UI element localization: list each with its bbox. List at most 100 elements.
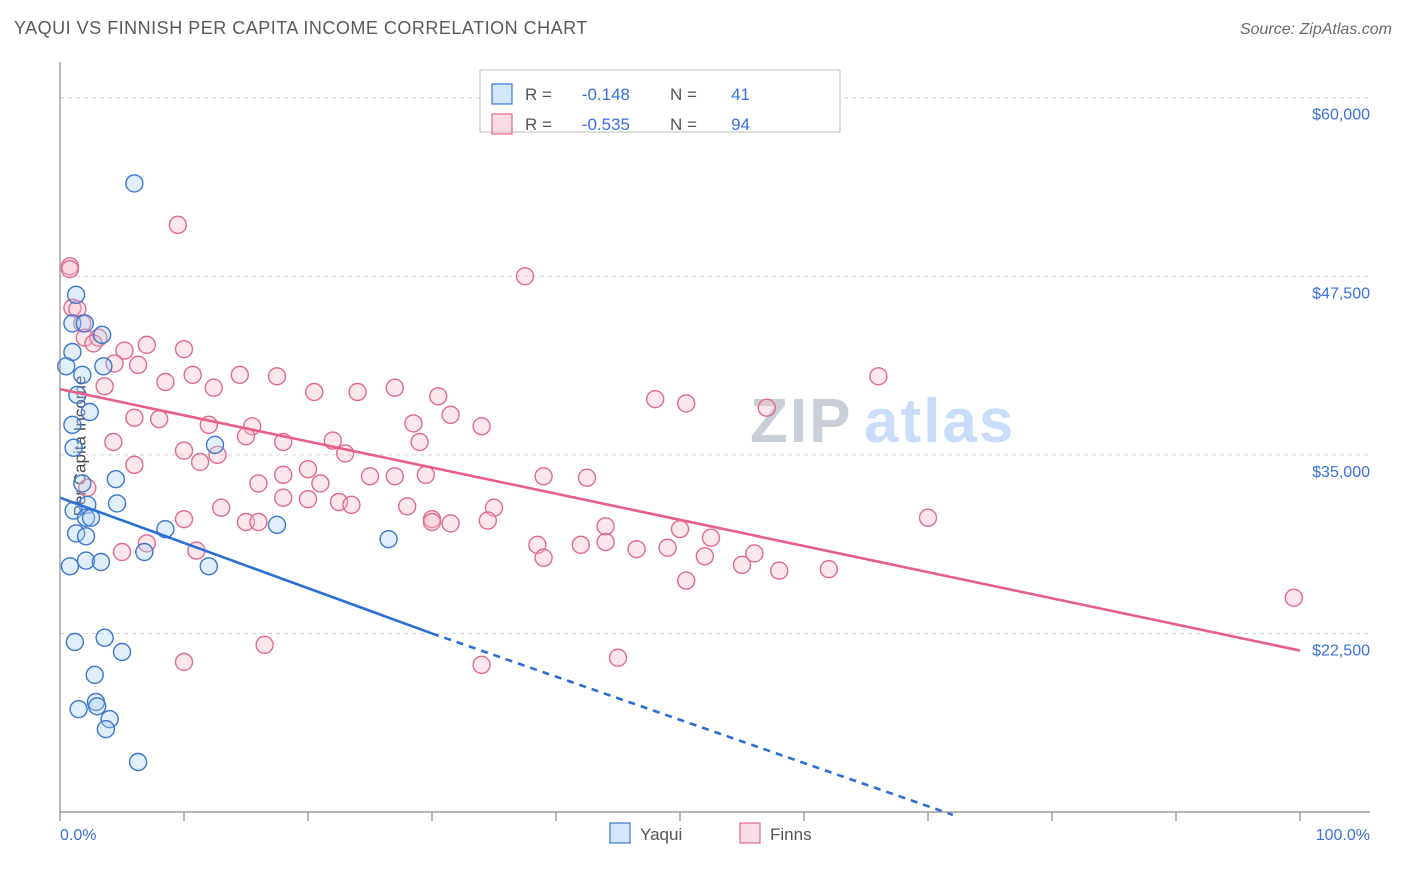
data-point xyxy=(151,411,168,428)
data-point xyxy=(92,554,109,571)
x-tick-label: 100.0% xyxy=(1316,827,1370,844)
legend-r-label: R = xyxy=(525,115,552,134)
data-point xyxy=(424,514,441,531)
data-point xyxy=(136,544,153,561)
data-point xyxy=(89,698,106,715)
data-point xyxy=(61,558,78,575)
data-point xyxy=(97,721,114,738)
data-point xyxy=(380,531,397,548)
data-point xyxy=(231,366,248,383)
data-point xyxy=(200,558,217,575)
data-point xyxy=(250,514,267,531)
legend-r-label: R = xyxy=(525,85,552,104)
data-point xyxy=(105,434,122,451)
data-point xyxy=(184,366,201,383)
legend-n-label: N = xyxy=(670,85,697,104)
data-point xyxy=(647,391,664,408)
data-point xyxy=(610,649,627,666)
legend-series-label: Yaqui xyxy=(640,825,682,844)
data-point xyxy=(114,644,131,661)
data-point xyxy=(734,556,751,573)
data-point xyxy=(678,572,695,589)
data-point xyxy=(362,468,379,485)
legend-swatch xyxy=(492,84,512,104)
data-point xyxy=(176,341,193,358)
data-point xyxy=(157,374,174,391)
data-point xyxy=(678,395,695,412)
data-point xyxy=(399,498,416,515)
data-point xyxy=(517,268,534,285)
data-point xyxy=(95,358,112,375)
data-point xyxy=(411,434,428,451)
data-point xyxy=(417,466,434,483)
legend-r-value: -0.148 xyxy=(582,85,630,104)
data-point xyxy=(66,634,83,651)
data-point xyxy=(176,442,193,459)
data-point xyxy=(597,518,614,535)
data-point xyxy=(349,384,366,401)
legend-n-label: N = xyxy=(670,115,697,134)
data-point xyxy=(86,666,103,683)
data-point xyxy=(386,379,403,396)
data-point xyxy=(130,356,147,373)
y-tick-label: $60,000 xyxy=(1312,107,1370,124)
data-point xyxy=(126,175,143,192)
data-point xyxy=(696,548,713,565)
data-point xyxy=(94,326,111,343)
data-point xyxy=(61,261,78,278)
data-point xyxy=(300,461,317,478)
data-point xyxy=(312,475,329,492)
data-point xyxy=(473,418,490,435)
data-point xyxy=(300,491,317,508)
data-point xyxy=(479,512,496,529)
data-point xyxy=(74,366,91,383)
data-point xyxy=(442,406,459,423)
data-point xyxy=(114,544,131,561)
data-point xyxy=(703,529,720,546)
data-point xyxy=(107,471,124,488)
data-point xyxy=(176,654,193,671)
legend-n-value: 94 xyxy=(731,115,750,134)
data-point xyxy=(207,436,224,453)
legend-r-value: -0.535 xyxy=(582,115,630,134)
data-point xyxy=(250,475,267,492)
data-point xyxy=(920,509,937,526)
legend-series-label: Finns xyxy=(770,825,812,844)
data-point xyxy=(659,539,676,556)
data-point xyxy=(76,315,93,332)
data-point xyxy=(343,496,360,513)
data-point xyxy=(126,456,143,473)
data-point xyxy=(269,368,286,385)
data-point xyxy=(130,754,147,771)
data-point xyxy=(192,454,209,471)
data-point xyxy=(628,541,645,558)
y-tick-label: $47,500 xyxy=(1312,285,1370,302)
legend-swatch xyxy=(610,823,630,843)
data-point xyxy=(758,399,775,416)
data-point xyxy=(386,468,403,485)
data-point xyxy=(672,521,689,538)
data-point xyxy=(430,388,447,405)
data-point xyxy=(306,384,323,401)
data-point xyxy=(405,415,422,432)
data-point xyxy=(473,656,490,673)
data-point xyxy=(205,379,222,396)
data-point xyxy=(535,468,552,485)
legend-swatch xyxy=(740,823,760,843)
legend-n-value: 41 xyxy=(731,85,750,104)
data-point xyxy=(1285,589,1302,606)
data-point xyxy=(275,466,292,483)
data-point xyxy=(269,516,286,533)
trend-line-extrapolated xyxy=(432,633,953,814)
data-point xyxy=(96,629,113,646)
data-point xyxy=(138,336,155,353)
data-point xyxy=(442,515,459,532)
data-point xyxy=(275,489,292,506)
chart-source: Source: ZipAtlas.com xyxy=(1240,21,1392,39)
x-tick-label: 0.0% xyxy=(60,827,96,844)
data-point xyxy=(256,636,273,653)
data-point xyxy=(535,549,552,566)
data-point xyxy=(213,499,230,516)
scatter-plot: $22,500$35,000$47,500$60,000ZIPatlas0.0%… xyxy=(50,52,1390,842)
chart-header: YAQUI VS FINNISH PER CAPITA INCOME CORRE… xyxy=(14,18,1392,39)
